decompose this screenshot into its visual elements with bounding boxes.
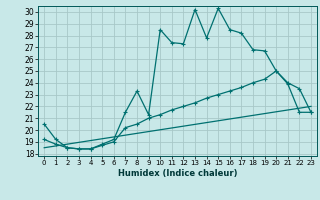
X-axis label: Humidex (Indice chaleur): Humidex (Indice chaleur) (118, 169, 237, 178)
